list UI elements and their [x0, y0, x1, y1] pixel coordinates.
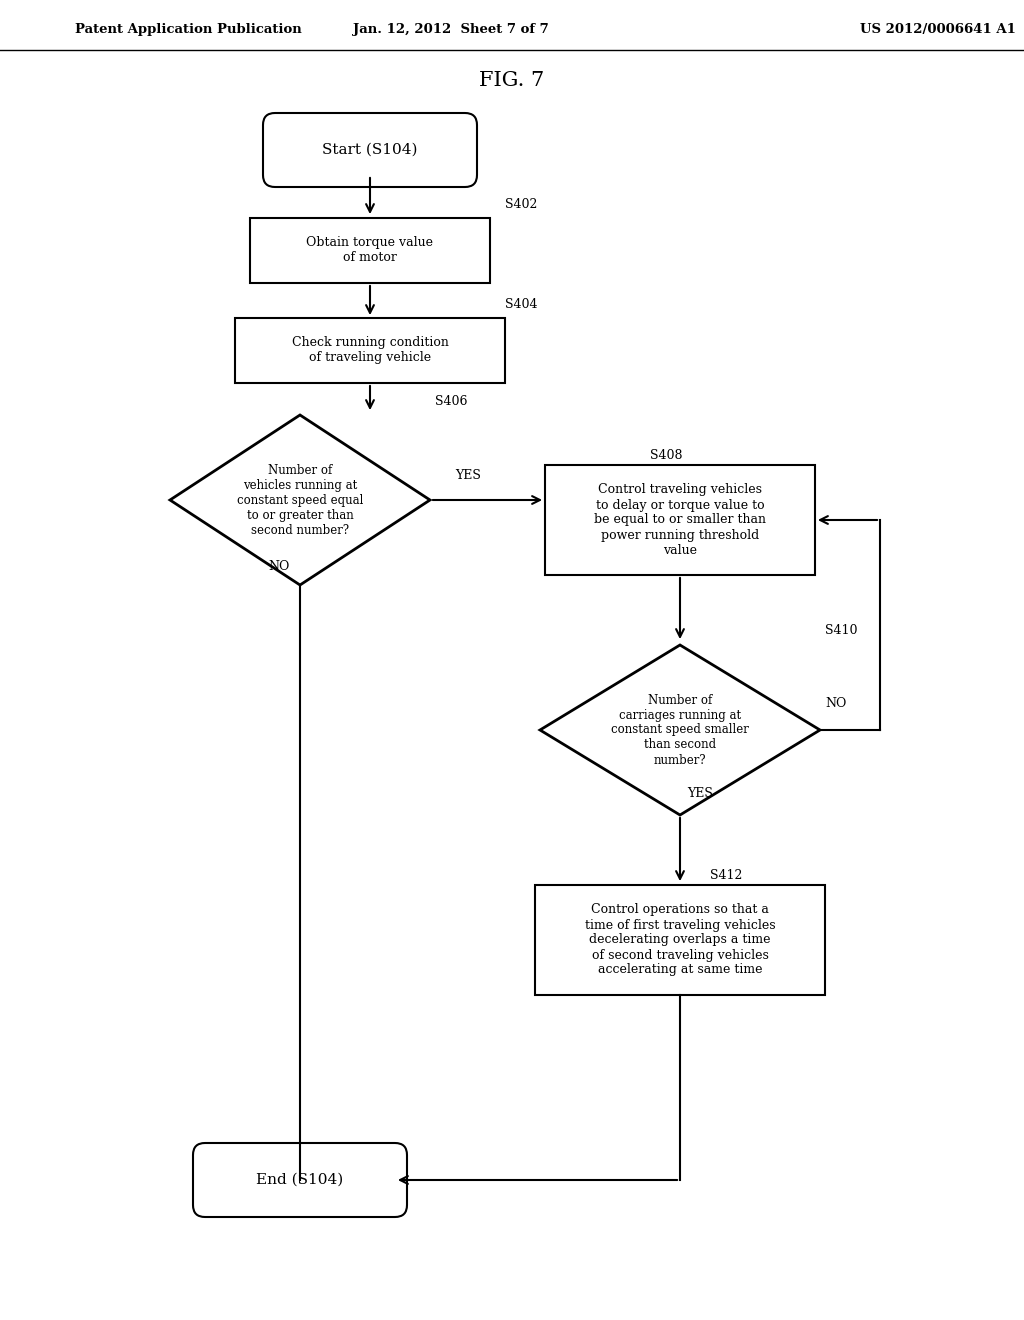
FancyBboxPatch shape [193, 1143, 407, 1217]
FancyBboxPatch shape [250, 218, 490, 282]
Text: NO: NO [268, 560, 290, 573]
Text: Number of
vehicles running at
constant speed equal
to or greater than
second num: Number of vehicles running at constant s… [237, 463, 364, 536]
Text: End (S104): End (S104) [256, 1173, 344, 1187]
Text: FIG. 7: FIG. 7 [479, 70, 545, 90]
Text: YES: YES [455, 469, 481, 482]
Text: Patent Application Publication: Patent Application Publication [75, 24, 302, 37]
Text: S408: S408 [650, 449, 683, 462]
Text: US 2012/0006641 A1: US 2012/0006641 A1 [860, 24, 1016, 37]
Text: YES: YES [687, 787, 713, 800]
Text: NO: NO [825, 697, 847, 710]
Text: S410: S410 [825, 624, 857, 638]
Polygon shape [540, 645, 820, 814]
Text: S412: S412 [710, 869, 742, 882]
FancyBboxPatch shape [545, 465, 815, 576]
Text: S406: S406 [435, 395, 468, 408]
Text: Check running condition
of traveling vehicle: Check running condition of traveling veh… [292, 337, 449, 364]
Text: S402: S402 [505, 198, 538, 211]
FancyBboxPatch shape [535, 884, 825, 995]
Text: S404: S404 [505, 298, 538, 312]
Text: Obtain torque value
of motor: Obtain torque value of motor [306, 236, 433, 264]
Text: Control operations so that a
time of first traveling vehicles
decelerating overl: Control operations so that a time of fir… [585, 903, 775, 977]
Text: Control traveling vehicles
to delay or torque value to
be equal to or smaller th: Control traveling vehicles to delay or t… [594, 483, 766, 557]
FancyBboxPatch shape [234, 318, 505, 383]
Text: Number of
carriages running at
constant speed smaller
than second
number?: Number of carriages running at constant … [611, 693, 749, 767]
Polygon shape [170, 414, 430, 585]
Text: Start (S104): Start (S104) [323, 143, 418, 157]
FancyBboxPatch shape [263, 114, 477, 187]
Text: Jan. 12, 2012  Sheet 7 of 7: Jan. 12, 2012 Sheet 7 of 7 [352, 24, 549, 37]
